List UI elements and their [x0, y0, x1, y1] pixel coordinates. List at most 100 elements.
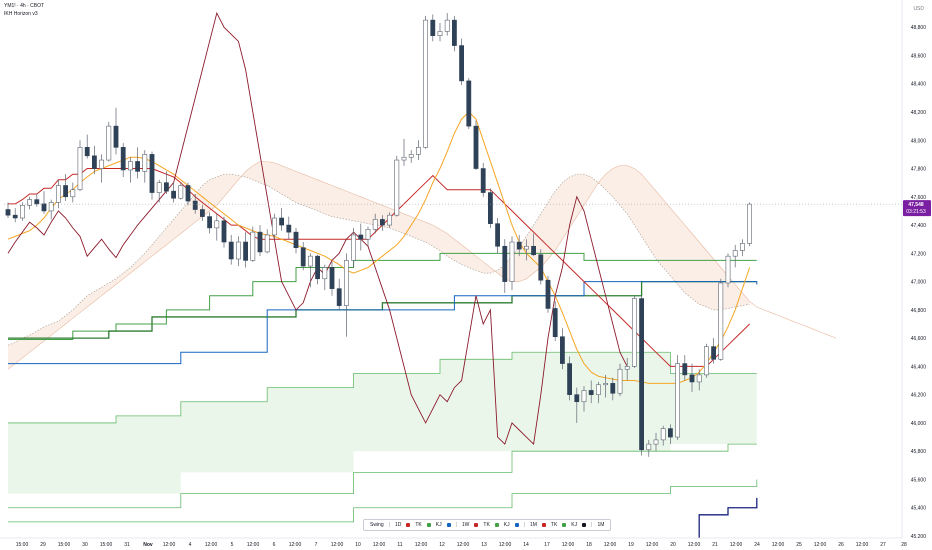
indicator-title: IKH Horizon v3 [4, 11, 38, 17]
x-tick-label: 12:00 [289, 542, 302, 548]
x-tick-label: 15:00 [58, 542, 71, 548]
y-tick-label: 46,600 [911, 336, 927, 342]
candle-body [171, 190, 176, 199]
candle-body [401, 156, 407, 161]
legend-swatch [514, 523, 519, 527]
candle-body [149, 154, 155, 193]
candle-body [329, 267, 335, 289]
x-tick-label: 15:00 [100, 542, 113, 548]
candle-body [12, 214, 18, 219]
legend-separator: | [388, 522, 390, 528]
x-tick-label: 12:00 [457, 542, 470, 548]
candle-body [581, 390, 587, 403]
x-tick-label: 19 [628, 542, 634, 548]
candle-body [19, 204, 25, 219]
time-axis [0, 538, 932, 550]
x-tick-label: 17 [544, 542, 550, 548]
candle-body [164, 182, 169, 192]
candle-body [415, 147, 421, 155]
candle-body [667, 428, 673, 438]
candle-body [603, 383, 608, 386]
candle-body [595, 384, 601, 395]
candle-body [639, 298, 644, 451]
x-tick-label: 30 [82, 542, 88, 548]
candle-body [200, 209, 205, 217]
candle-body [473, 125, 479, 169]
legend-separator: | [591, 522, 593, 528]
candle-body [63, 185, 68, 198]
x-tick-label: 24 [754, 542, 760, 548]
candle-body [747, 203, 752, 244]
x-tick-label: 13 [481, 542, 487, 548]
candle-body [394, 159, 400, 216]
candle-body [516, 241, 522, 250]
x-tick-label: 26 [838, 542, 844, 548]
candle-body [423, 19, 428, 148]
legend-panel: Swing | 1D TK KJ | 1W TK KJ | 1M TK KJ | 1M [363, 519, 612, 531]
legend-label: 1M [597, 522, 605, 528]
candle-body [660, 428, 666, 441]
candle-body [725, 255, 731, 284]
candle-body [178, 185, 184, 199]
candle-body [84, 147, 90, 157]
x-tick-label: 11 [397, 542, 402, 548]
y-tick-label: 47,800 [911, 167, 927, 173]
x-tick-label: 12:00 [373, 542, 386, 548]
candle-body [653, 439, 659, 445]
candle-body [430, 19, 436, 36]
legend-swatch [474, 523, 479, 527]
candle-body [343, 260, 349, 306]
legend-swatch [426, 523, 431, 527]
candle-body [264, 234, 270, 253]
candle-body [523, 245, 529, 250]
candle-body [495, 223, 500, 247]
price-axis [902, 0, 932, 550]
candle-body [286, 224, 292, 233]
x-tick-label: 12:00 [772, 542, 785, 548]
level-1w-kj-lower [8, 479, 758, 523]
candle-body [739, 243, 745, 251]
y-tick-label: 46,800 [911, 308, 927, 314]
level-1d-tk [8, 252, 757, 341]
candle-body [221, 220, 227, 243]
candle-body [480, 168, 486, 193]
candle-body [5, 209, 11, 216]
legend-swatch [541, 523, 546, 527]
y-tick-label: 47,000 [911, 280, 927, 286]
legend-swatch [406, 523, 411, 527]
candle-body [696, 374, 702, 383]
y-tick-label: 47,600 [911, 195, 927, 201]
candle-body [27, 199, 32, 206]
y-tick-label: 48,200 [911, 110, 927, 116]
candle-body [459, 45, 464, 82]
candle-body [509, 241, 515, 282]
symbol-title: YM1! · 4h · CBOT [4, 3, 45, 9]
candle-body [689, 374, 695, 383]
candle-body [271, 217, 277, 236]
candle-body [466, 80, 472, 127]
x-tick-label: 12:00 [856, 542, 869, 548]
x-tick-label: 18 [586, 542, 592, 548]
x-tick-label: 7 [315, 542, 318, 548]
x-tick-label: 20 [670, 542, 676, 548]
legend-label: TK [483, 522, 490, 528]
x-tick-label: 12:00 [688, 542, 701, 548]
x-tick-label: 27 [880, 542, 886, 548]
current-price-tag [903, 200, 931, 217]
candle-body [451, 19, 457, 46]
legend-label: 1D [394, 522, 402, 528]
candle-body [322, 267, 328, 280]
candle-body [559, 336, 565, 364]
candle-body [207, 216, 212, 229]
candle-body [444, 19, 450, 32]
y-tick-label: 47,200 [911, 251, 927, 257]
candle-body [718, 282, 724, 360]
candle-body [106, 125, 112, 161]
legend-label: TK [550, 522, 558, 528]
candle-body [300, 247, 306, 267]
candle-body [588, 390, 594, 395]
candle-body [538, 254, 544, 281]
candle-body [408, 154, 414, 158]
x-tick-label: 12:00 [205, 542, 218, 548]
